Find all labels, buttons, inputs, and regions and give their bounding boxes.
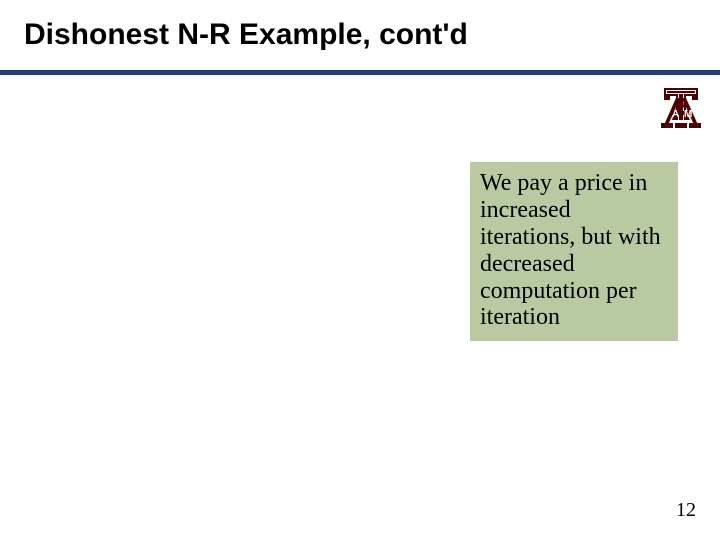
callout-box: We pay a price in increased iterations, … [470, 162, 678, 341]
tamu-logo-icon: A M [658, 85, 704, 131]
page-number: 12 [676, 499, 696, 522]
svg-text:A: A [672, 109, 679, 120]
title-divider [0, 70, 720, 75]
callout-text: We pay a price in increased iterations, … [480, 170, 661, 330]
slide: Dishonest N-R Example, cont'd A [0, 0, 720, 540]
svg-text:M: M [684, 109, 692, 120]
slide-title: Dishonest N-R Example, cont'd [24, 18, 468, 52]
